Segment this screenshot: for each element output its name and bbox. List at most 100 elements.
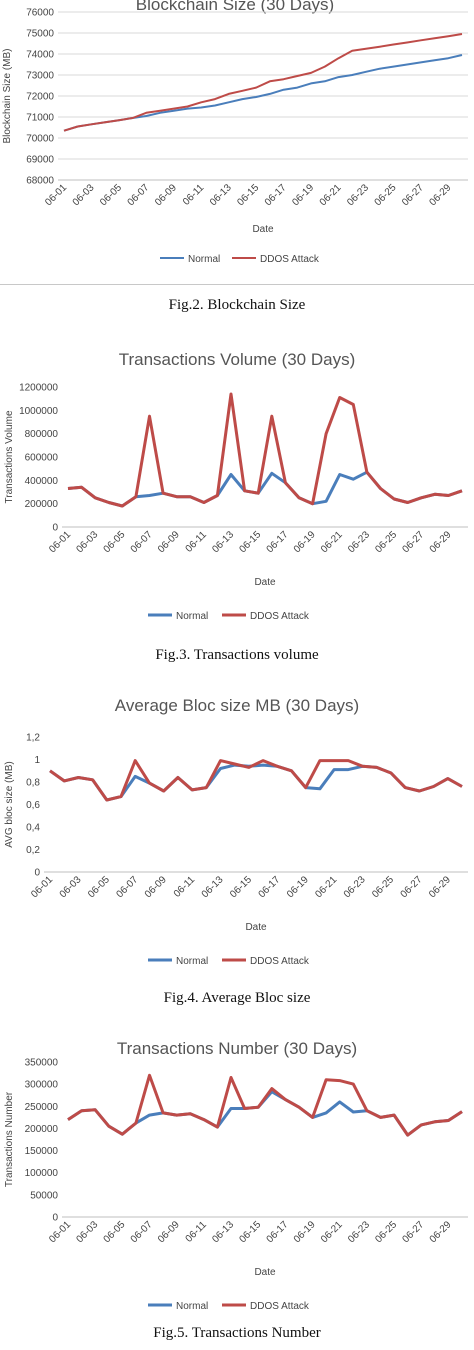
x-tick-label: 06-11 (172, 874, 198, 900)
chart-average-bloc-size: Average Bloc size MB (30 Days) AVG bloc … (0, 685, 474, 980)
y-tick-label: 0,2 (26, 845, 40, 856)
x-tick-label: 06-21 (313, 874, 339, 900)
x-axis-label: Date (254, 1267, 276, 1278)
y-tick-label: 1200000 (19, 383, 58, 394)
chart-title: Transactions Number (30 Days) (117, 1039, 357, 1058)
x-tick-label: 06-01 (29, 874, 55, 900)
legend-label-normal: Normal (188, 254, 220, 265)
chart-svg: Transactions Number (30 Days) Transactio… (4, 1039, 468, 1312)
y-tick-label: 250000 (25, 1102, 59, 1113)
chart-blockchain-size: Blockchain Size (30 Days) Blockchain Siz… (0, 0, 474, 285)
x-axis-label: Date (245, 922, 267, 933)
x-tick-label: 06-03 (74, 1219, 100, 1245)
chart-svg: Average Bloc size MB (30 Days) AVG bloc … (4, 696, 468, 967)
legend-label-ddos: DDOS Attack (260, 254, 320, 265)
x-tick-label: 06-09 (153, 182, 179, 208)
x-tick-label: 06-01 (47, 1219, 73, 1245)
y-tick-label: 150000 (25, 1146, 59, 1157)
x-tick-label: 06-23 (346, 529, 372, 555)
x-tick-label: 06-17 (257, 874, 283, 900)
y-tick-label: 0,4 (26, 823, 40, 834)
x-tick-label: 06-15 (237, 1219, 263, 1245)
x-tick-label: 06-21 (318, 182, 344, 208)
series-line-ddos (63, 33, 463, 132)
x-tick-label: 06-29 (427, 874, 453, 900)
x-tick-label: 06-25 (373, 182, 399, 208)
x-tick-label: 06-17 (265, 1219, 291, 1245)
x-tick-label: 06-03 (71, 182, 97, 208)
x-tick-label: 06-05 (86, 874, 112, 900)
figure-caption: Fig.4. Average Bloc size (163, 990, 311, 1006)
y-tick-label: 76000 (26, 8, 54, 19)
x-tick-label: 06-15 (235, 182, 261, 208)
x-axis-label: Date (252, 224, 274, 235)
legend-label-ddos: DDOS Attack (250, 1301, 310, 1312)
x-tick-label: 06-23 (346, 1219, 372, 1245)
y-axis-label: Transactions Number (4, 1091, 15, 1187)
x-tick-label: 06-29 (428, 1219, 454, 1245)
x-tick-label: 06-25 (370, 874, 396, 900)
x-tick-label: 06-21 (319, 1219, 345, 1245)
y-tick-label: 350000 (25, 1058, 59, 1069)
x-tick-label: 06-13 (200, 874, 226, 900)
y-tick-label: 50000 (30, 1190, 58, 1201)
figure-caption: Fig.5. Transactions Number (153, 1325, 321, 1341)
y-tick-label: 1,2 (26, 733, 40, 744)
x-tick-label: 06-19 (290, 182, 316, 208)
y-tick-label: 70000 (26, 134, 54, 145)
x-tick-label: 06-25 (373, 529, 399, 555)
y-tick-label: 400000 (25, 476, 59, 487)
x-tick-label: 06-05 (102, 1219, 128, 1245)
y-tick-label: 74000 (26, 50, 54, 61)
y-tick-label: 200000 (25, 1124, 59, 1135)
x-tick-label: 06-09 (156, 1219, 182, 1245)
y-tick-label: 100000 (25, 1168, 59, 1179)
x-tick-label: 06-17 (265, 529, 291, 555)
x-tick-label: 06-13 (208, 182, 234, 208)
x-tick-label: 06-19 (292, 529, 318, 555)
x-tick-label: 06-03 (58, 874, 84, 900)
x-axis-label: Date (254, 577, 276, 588)
y-tick-label: 75000 (26, 29, 54, 40)
x-tick-label: 06-27 (399, 874, 425, 900)
x-tick-label: 06-07 (126, 182, 152, 208)
x-tick-label: 06-29 (428, 529, 454, 555)
x-tick-label: 06-09 (143, 874, 169, 900)
y-tick-label: 300000 (25, 1080, 59, 1091)
figure-caption: Fig.3. Transactions volume (155, 647, 319, 663)
chart-transactions-number: Transactions Number (30 Days) Transactio… (0, 1028, 474, 1318)
x-tick-label: 06-07 (129, 529, 155, 555)
x-tick-label: 06-07 (129, 1219, 155, 1245)
x-tick-label: 06-19 (285, 874, 311, 900)
y-tick-label: 73000 (26, 71, 54, 82)
chart-svg: Transactions Volume (30 Days) Transactio… (4, 350, 468, 622)
y-axis-label: AVG bloc size (MB) (4, 761, 15, 848)
y-tick-label: 0,8 (26, 778, 40, 789)
y-tick-label: 72000 (26, 92, 54, 103)
x-tick-label: 06-11 (184, 1219, 210, 1245)
x-tick-label: 06-15 (237, 529, 263, 555)
legend-label-normal: Normal (176, 1301, 208, 1312)
x-tick-label: 06-27 (400, 1219, 426, 1245)
x-tick-label: 06-11 (181, 182, 207, 208)
x-tick-label: 06-23 (345, 182, 371, 208)
figure-caption: Fig.2. Blockchain Size (168, 297, 306, 313)
x-tick-label: 06-19 (292, 1219, 318, 1245)
x-tick-label: 06-13 (210, 1219, 236, 1245)
x-tick-label: 06-27 (400, 529, 426, 555)
y-axis-label: Transactions Volume (4, 410, 15, 503)
series-line-ddos (49, 759, 463, 802)
x-tick-label: 06-15 (228, 874, 254, 900)
y-tick-label: 0 (52, 523, 58, 534)
x-tick-label: 06-13 (210, 529, 236, 555)
x-tick-label: 06-17 (263, 182, 289, 208)
y-tick-label: 0 (52, 1213, 58, 1224)
y-tick-label: 69000 (26, 155, 54, 166)
x-tick-label: 06-05 (98, 182, 124, 208)
x-tick-label: 06-01 (47, 529, 73, 555)
y-tick-label: 0,6 (26, 800, 40, 811)
x-tick-label: 06-05 (102, 529, 128, 555)
chart-title: Blockchain Size (30 Days) (136, 0, 334, 14)
y-axis-label: Blockchain Size (MB) (2, 48, 13, 143)
x-tick-label: 06-27 (400, 182, 426, 208)
